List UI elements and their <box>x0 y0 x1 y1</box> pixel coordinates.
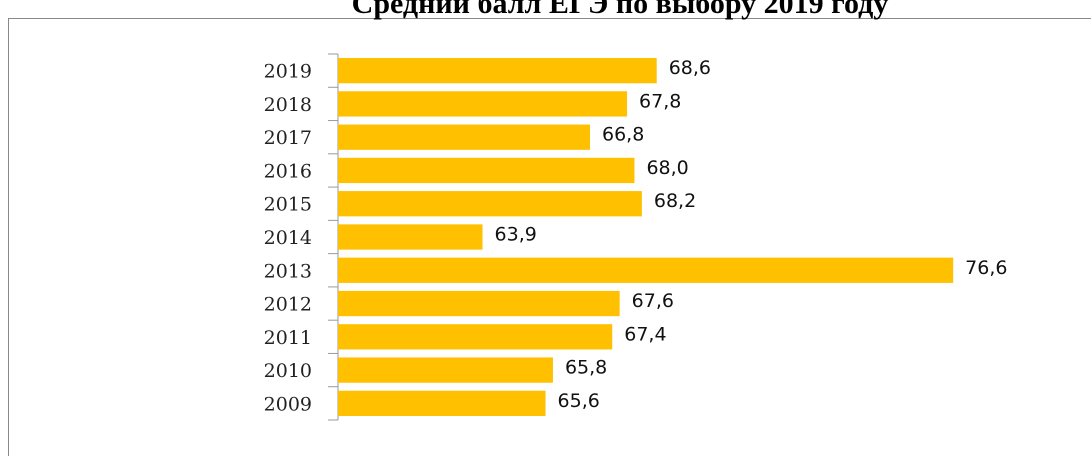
value-label: 66,8 <box>602 124 644 146</box>
y-tick-label: 2014 <box>264 227 312 249</box>
y-tick-label: 2009 <box>264 393 312 415</box>
chart-title: Средний балл ЕГЭ по выбору 2019 году <box>352 0 889 20</box>
bar <box>338 157 635 184</box>
value-label: 68,0 <box>646 157 688 179</box>
y-tick-label: 2010 <box>264 360 312 382</box>
value-label: 63,9 <box>495 224 537 246</box>
bar <box>338 257 954 283</box>
bar <box>338 390 546 417</box>
bar <box>338 357 553 383</box>
y-tick-label: 2013 <box>264 260 312 282</box>
value-label: 65,8 <box>565 357 607 379</box>
y-tick-label: 2017 <box>264 127 312 149</box>
value-label: 65,6 <box>558 390 600 412</box>
y-tick-label: 2016 <box>264 160 312 182</box>
y-tick-label: 2019 <box>264 61 312 83</box>
y-tick-label: 2018 <box>264 94 312 116</box>
bar <box>338 57 657 84</box>
bar <box>338 224 483 250</box>
bar <box>338 191 642 217</box>
chart-frame <box>8 18 1091 456</box>
value-label: 67,6 <box>632 290 674 312</box>
bar <box>338 290 620 317</box>
value-label: 67,8 <box>639 90 681 112</box>
bar <box>338 91 628 117</box>
value-label: 68,6 <box>669 57 711 79</box>
value-label: 68,2 <box>654 190 696 212</box>
bar <box>338 324 613 350</box>
bar <box>338 124 590 150</box>
y-tick-label: 2011 <box>264 327 312 349</box>
value-label: 67,4 <box>624 323 666 345</box>
y-tick-label: 2012 <box>264 294 312 316</box>
value-label: 76,6 <box>965 257 1007 279</box>
y-tick-label: 2015 <box>264 194 312 216</box>
